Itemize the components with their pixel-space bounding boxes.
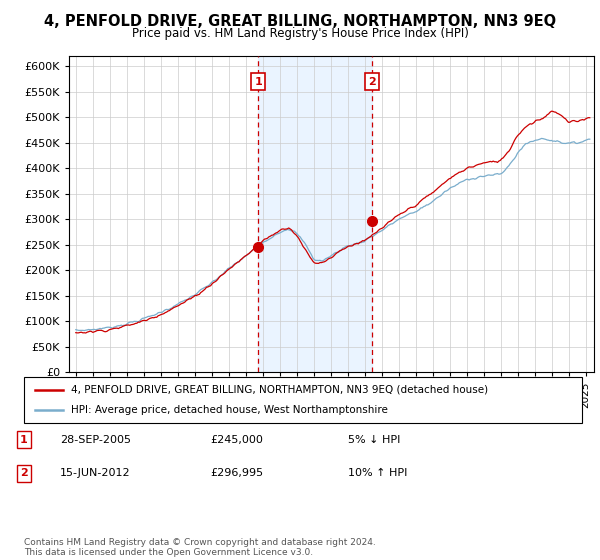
Text: 10% ↑ HPI: 10% ↑ HPI — [348, 468, 407, 478]
Text: 15-JUN-2012: 15-JUN-2012 — [60, 468, 131, 478]
Text: 2: 2 — [20, 468, 28, 478]
Text: £245,000: £245,000 — [210, 435, 263, 445]
Text: 4, PENFOLD DRIVE, GREAT BILLING, NORTHAMPTON, NN3 9EQ (detached house): 4, PENFOLD DRIVE, GREAT BILLING, NORTHAM… — [71, 385, 488, 395]
Bar — [258, 56, 372, 372]
FancyBboxPatch shape — [24, 377, 582, 423]
Text: 5% ↓ HPI: 5% ↓ HPI — [348, 435, 400, 445]
Text: 4, PENFOLD DRIVE, GREAT BILLING, NORTHAMPTON, NN3 9EQ: 4, PENFOLD DRIVE, GREAT BILLING, NORTHAM… — [44, 14, 556, 29]
Text: Price paid vs. HM Land Registry's House Price Index (HPI): Price paid vs. HM Land Registry's House … — [131, 27, 469, 40]
Text: 2: 2 — [368, 77, 376, 86]
Text: 1: 1 — [254, 77, 262, 86]
Text: HPI: Average price, detached house, West Northamptonshire: HPI: Average price, detached house, West… — [71, 405, 388, 415]
Text: 28-SEP-2005: 28-SEP-2005 — [60, 435, 131, 445]
Text: Contains HM Land Registry data © Crown copyright and database right 2024.
This d: Contains HM Land Registry data © Crown c… — [24, 538, 376, 557]
Text: £296,995: £296,995 — [210, 468, 263, 478]
Text: 1: 1 — [20, 435, 28, 445]
